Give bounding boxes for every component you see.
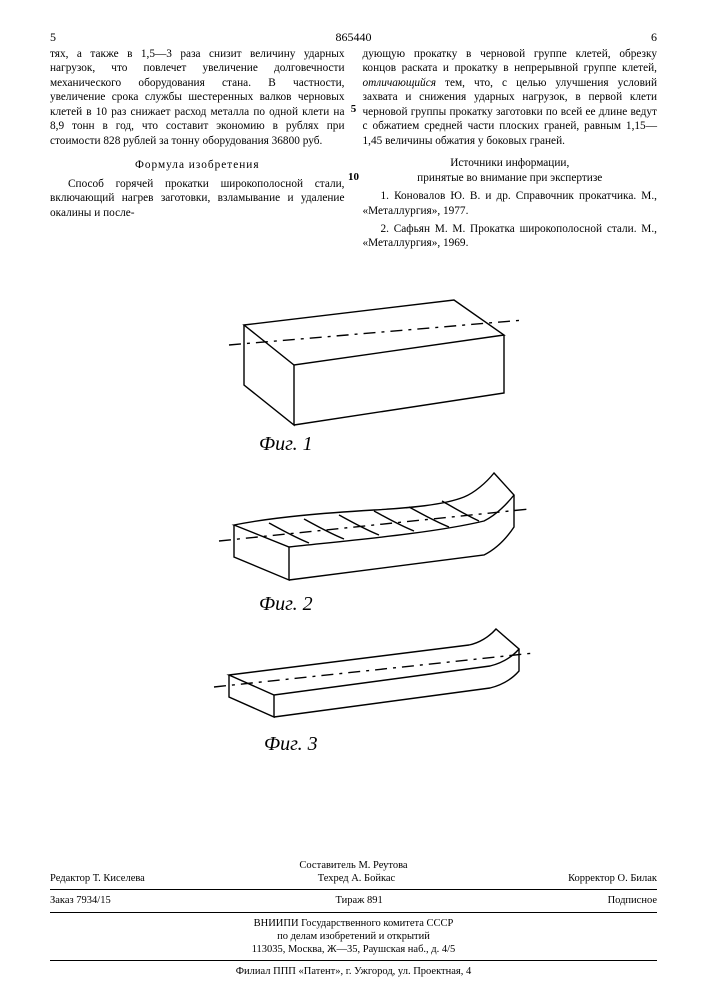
- right-column: дующую прокатку в черновой группе клетей…: [363, 47, 658, 255]
- footer-rule-3: [50, 960, 657, 961]
- sources-title: Источники информации,: [363, 156, 658, 170]
- sources-sub: принятые во внимание при экспертизе: [363, 171, 658, 185]
- page-header: 5 865440 6: [50, 30, 657, 45]
- figures-block: Фиг. 1 Фиг. 2: [50, 265, 657, 775]
- fig2-label: Фиг. 2: [259, 593, 313, 615]
- footer-editor: Редактор Т. Киселева: [50, 872, 145, 885]
- ref1: 1. Коновалов Ю. В. и др. Справочник прок…: [363, 189, 658, 218]
- fig2: [219, 473, 529, 580]
- footer-org2: по делам изобретений и открытий: [50, 930, 657, 943]
- footer-org1: ВНИИПИ Государственного комитета СССР: [50, 917, 657, 930]
- text-columns: тях, а также в 1,5—3 раза снизит величин…: [50, 47, 657, 255]
- left-p2: Способ горячей прокатки широкополосной с…: [50, 177, 345, 220]
- right-p1a: дующую прокатку в черновой группе клетей…: [363, 48, 658, 74]
- footer-rule-1: [50, 889, 657, 890]
- footer-rule-2: [50, 912, 657, 913]
- footer-compiler: Составитель М. Реутова: [50, 859, 657, 872]
- footer-addr1: 113035, Москва, Ж—35, Раушская наб., д. …: [50, 943, 657, 956]
- footer-subscr: Подписное: [608, 894, 657, 907]
- figures-svg: Фиг. 1 Фиг. 2: [174, 265, 534, 775]
- fig1: [229, 300, 524, 425]
- footer-order: Заказ 7934/15: [50, 894, 111, 907]
- footer: Составитель М. Реутова Редактор Т. Кисел…: [50, 859, 657, 978]
- fig1-label: Фиг. 1: [259, 433, 313, 455]
- left-column: тях, а также в 1,5—3 раза снизит величин…: [50, 47, 345, 255]
- line-marker-10: 10: [348, 171, 359, 183]
- footer-tech: Техред А. Бойкас: [318, 872, 396, 885]
- fig3-label: Фиг. 3: [264, 733, 318, 755]
- fig3: [214, 629, 534, 717]
- left-p1: тях, а также в 1,5—3 раза снизит величин…: [50, 47, 345, 148]
- claims-title: Формула изобретения: [50, 158, 345, 172]
- footer-tirazh: Тираж 891: [335, 894, 382, 907]
- doc-number: 865440: [50, 30, 657, 45]
- footer-addr2: Филиал ППП «Патент», г. Ужгород, ул. Про…: [50, 965, 657, 978]
- right-p1: дующую прокатку в черновой группе клетей…: [363, 47, 658, 148]
- line-marker-5: 5: [351, 103, 357, 115]
- ref2: 2. Сафьян М. М. Прокатка широкополосной …: [363, 222, 658, 251]
- right-p1-em: отличающийся: [363, 77, 436, 89]
- footer-corrector: Корректор О. Билак: [568, 872, 657, 885]
- page: 5 865440 6 5 10 тях, а также в 1,5—3 раз…: [0, 0, 707, 1000]
